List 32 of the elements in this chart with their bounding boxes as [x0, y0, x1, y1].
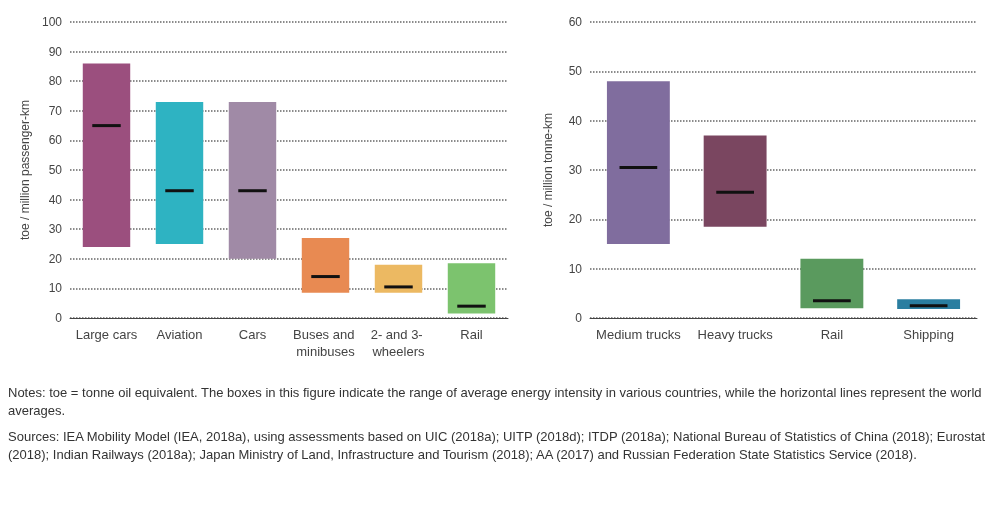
x-tick-label: Shipping: [903, 327, 954, 342]
y-tick-label: 0: [575, 311, 583, 325]
y-tick-label: 90: [48, 44, 63, 59]
text: Notes: toe = tonne oil equivalent. The boxes in this figure indicate the range of average energy intensity in various countries, while the horizontal lines represent the world averages.: [8, 384, 983, 420]
x-tick-label: Rail: [820, 327, 844, 342]
y-tick-label: 20: [48, 251, 63, 266]
y-tick-label: 30: [568, 163, 583, 177]
x-tick-label: Heavy trucks: [697, 327, 774, 342]
y-tick-label: 60: [48, 133, 63, 148]
y-tick-label: 50: [568, 64, 583, 79]
y-tick-label: 70: [48, 103, 63, 118]
x-tick-label: Aviation: [156, 327, 203, 342]
y-tick-label: 60: [568, 15, 583, 29]
x-tick-label: 2- and 3- wheelers: [370, 327, 427, 359]
y-tick-label: 30: [48, 222, 63, 237]
y-tick-label: 80: [48, 74, 63, 89]
y-tick-label: 10: [568, 261, 583, 276]
x-tick-label: Medium trucks: [596, 327, 682, 342]
x-tick-label: Cars: [238, 327, 267, 342]
y-tick-label: 40: [48, 192, 63, 207]
x-tick-label: Large cars: [75, 327, 138, 342]
y-axis-title: toe / million tonne-km: [541, 112, 555, 228]
y-axis-title: toe / million passenger-km: [18, 99, 33, 241]
x-tick-label: Buses and minibuses: [292, 327, 359, 359]
y-tick-label: 40: [568, 113, 583, 128]
y-tick-label: 50: [48, 163, 63, 177]
y-tick-label: 20: [568, 212, 583, 227]
y-tick-label: 100: [41, 15, 63, 29]
x-tick-label: Rail: [460, 327, 483, 342]
y-tick-label: 0: [55, 311, 63, 325]
source-note: Sources: IEA Mobility Model (IEA, 2018a), using assessments based on UIC (2018a); UITP (2018d); ITDP (2018a); National Bureau of Statistics of China (2018); Eurostat (2018); Indian Railways (2018a); Japan Ministry of Land, Infrastructure and Tourism (2018); AA (2017) and Russian Federation State Statistics Service (2018).: [8, 428, 987, 464]
y-tick-label: 10: [48, 281, 63, 296]
